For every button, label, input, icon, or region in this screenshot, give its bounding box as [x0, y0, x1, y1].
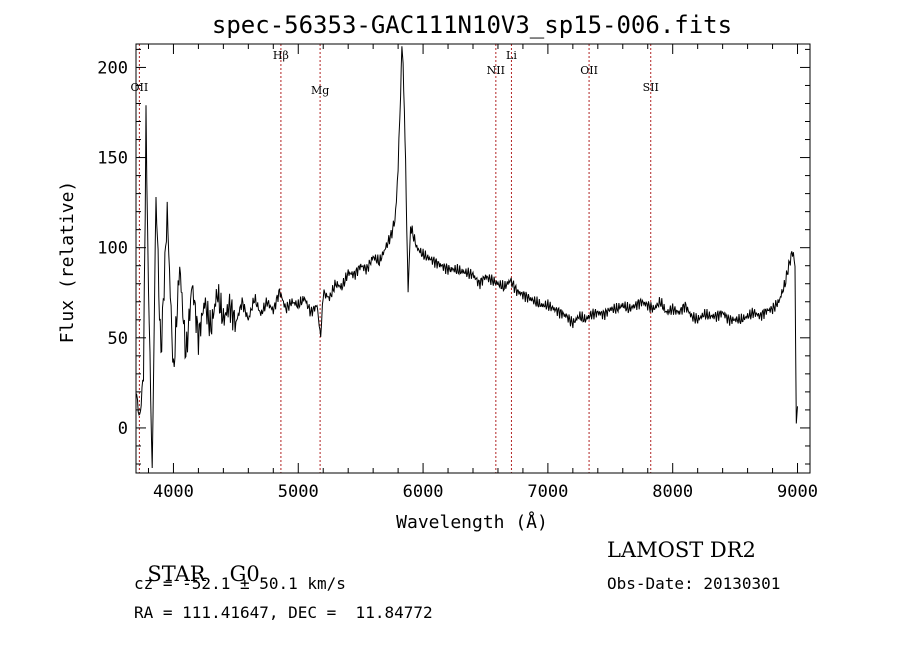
x-tick-label: 5000	[278, 482, 319, 502]
x-tick-label: 6000	[403, 482, 444, 502]
x-tick-labels: 4000 5000 6000 7000 8000 9000	[153, 482, 818, 502]
spectral-line-label: OII	[131, 81, 149, 94]
spectral-line-label: OII	[580, 64, 598, 77]
obs-date-text: Obs-Date: 20130301	[607, 574, 781, 593]
redshift-text: cz = -52.1 ± 50.1 km/s	[134, 574, 346, 593]
spectral-line-label: Li	[506, 49, 517, 62]
y-tick-label: 200	[97, 58, 128, 78]
y-tick-labels: 0 50 100 150 200	[97, 58, 128, 439]
y-tick-label: 100	[97, 239, 128, 259]
chart-title: spec-56353-GAC111N10V3_sp15-006.fits	[212, 11, 732, 39]
spectral-line-label: NII	[487, 64, 505, 77]
x-tick-label: 8000	[652, 482, 693, 502]
coordinates-text: RA = 111.41647, DEC = 11.84772	[134, 603, 433, 622]
object-subclass: G0	[229, 562, 260, 586]
spectral-line-label: Mg	[311, 84, 329, 97]
x-tick-label: 7000	[527, 482, 568, 502]
spectral-line-label: Hβ	[273, 49, 289, 62]
axis-ticks	[136, 44, 810, 473]
object-type: STAR	[147, 562, 206, 586]
x-tick-label: 4000	[153, 482, 194, 502]
y-tick-label: 0	[118, 419, 128, 439]
object-class: STAR G0	[134, 538, 260, 586]
x-tick-label: 9000	[777, 482, 818, 502]
survey-name: LAMOST DR2	[607, 538, 756, 562]
spectral-line-markers	[138, 44, 652, 473]
y-tick-label: 50	[108, 329, 128, 349]
x-axis-label: Wavelength (Å)	[396, 511, 548, 533]
spectral-line-label: SII	[643, 81, 659, 94]
y-tick-label: 150	[97, 149, 128, 169]
y-axis-label: Flux (relative)	[57, 181, 78, 344]
spectrum-series-line	[135, 46, 798, 469]
plot-frame	[135, 43, 811, 474]
